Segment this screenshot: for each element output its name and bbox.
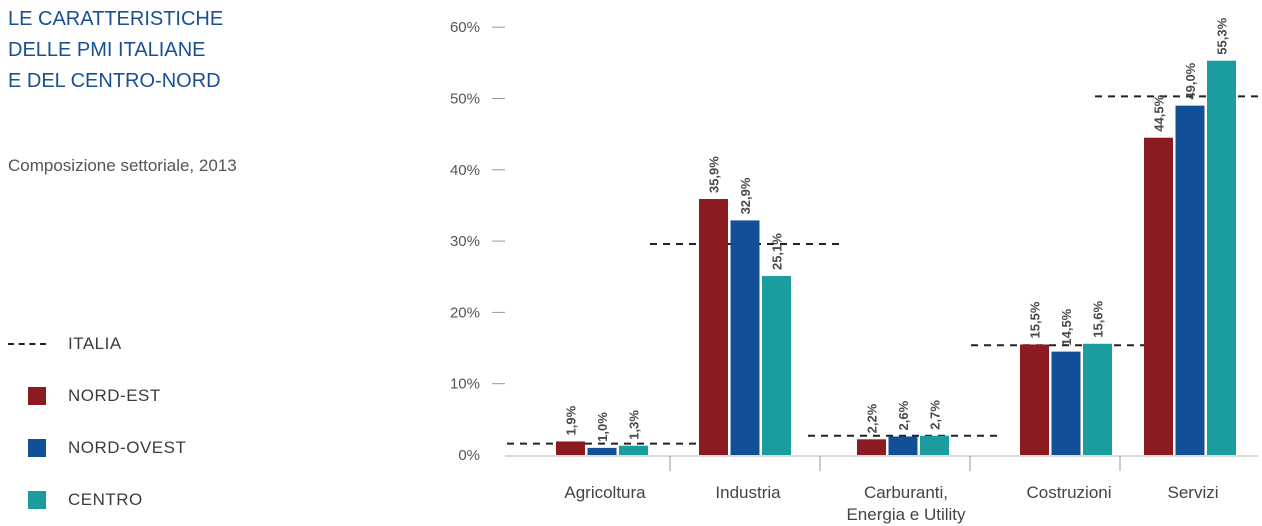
bar [699, 199, 728, 455]
bar-value-label: 35,9% [707, 156, 722, 193]
bar [1020, 344, 1049, 455]
x-category-label: Carburanti, Energia e Utility [846, 483, 966, 524]
bar [587, 447, 617, 455]
title-line-1: LE CARATTERISTICHE [8, 8, 224, 30]
x-category-label: Industria [715, 483, 781, 502]
y-tick-label: 40% [450, 162, 480, 179]
bar-value-label: 55,3% [1215, 17, 1230, 54]
bar-value-label: 49,0% [1183, 62, 1198, 99]
bar [762, 276, 791, 455]
y-tick-label: 20% [450, 304, 480, 321]
bar [1083, 343, 1112, 455]
y-tick-label: 60% [450, 19, 480, 36]
bar-value-label: 2,6% [896, 400, 911, 430]
y-tick-label: 10% [450, 376, 480, 393]
legend-item-italia: ITALIA [8, 318, 186, 370]
bar [619, 445, 648, 455]
legend-item-nord-ovest: NORD-OVEST [8, 422, 186, 474]
legend-item-centro: CENTRO [8, 474, 186, 526]
x-category-label-line: Carburanti, [864, 483, 948, 502]
bar-value-label: 2,2% [865, 403, 880, 433]
legend-label-nord-est: NORD-EST [68, 386, 161, 405]
x-category-label-line: Industria [715, 483, 781, 502]
bar-value-label: 1,0% [595, 412, 610, 442]
bar-value-label: 15,6% [1091, 300, 1106, 337]
legend-item-nord-est: NORD-EST [8, 370, 186, 422]
legend-label-italia: ITALIA [68, 334, 122, 353]
bar [1175, 105, 1205, 455]
x-category-label-line: Costruzioni [1026, 483, 1111, 502]
bar-value-label: 44,5% [1152, 94, 1167, 131]
legend-swatch-nord-ovest [28, 439, 46, 457]
bar-value-label: 25,1% [770, 233, 785, 270]
chart-title: LE CARATTERISTICHE DELLE PMI ITALIANE E … [8, 4, 223, 97]
legend-swatch-centro [28, 491, 46, 509]
legend-label-nord-ovest: NORD-OVEST [68, 438, 187, 457]
bar-value-label: 1,3% [627, 410, 642, 440]
x-category-label: Costruzioni [1026, 483, 1111, 502]
bar [730, 220, 760, 455]
chart-subtitle: Composizione settoriale, 2013 [8, 156, 237, 175]
x-category-label-line: Agricoltura [564, 483, 646, 502]
x-category-label-line: Energia e Utility [846, 505, 966, 524]
bar [556, 441, 585, 455]
x-category-label: Servizi [1167, 483, 1218, 502]
bar-value-label: 2,7% [928, 400, 943, 430]
bar [888, 436, 918, 455]
legend-label-centro: CENTRO [68, 490, 143, 509]
x-category-label: Agricoltura [564, 483, 646, 502]
bar-value-label: 32,9% [738, 177, 753, 214]
bar [857, 439, 886, 455]
legend-swatch-nord-est [28, 387, 46, 405]
bar-value-label: 15,5% [1028, 301, 1043, 338]
bar [1207, 60, 1236, 455]
bar [1144, 137, 1173, 455]
bar-value-label: 1,9% [564, 405, 579, 435]
y-tick-label: 50% [450, 91, 480, 108]
legend: ITALIA NORD-EST NORD-OVEST CENTRO [8, 318, 186, 526]
y-tick-label: 30% [450, 233, 480, 250]
y-tick-label: 0% [458, 447, 480, 464]
title-line-3: E DEL CENTRO-NORD [8, 70, 221, 92]
bar [920, 435, 949, 455]
bar-value-label: 14,5% [1059, 308, 1074, 345]
title-line-2: DELLE PMI ITALIANE [8, 39, 206, 61]
legend-dash-italia [8, 343, 46, 345]
x-category-label-line: Servizi [1167, 483, 1218, 502]
bar [1051, 351, 1081, 455]
